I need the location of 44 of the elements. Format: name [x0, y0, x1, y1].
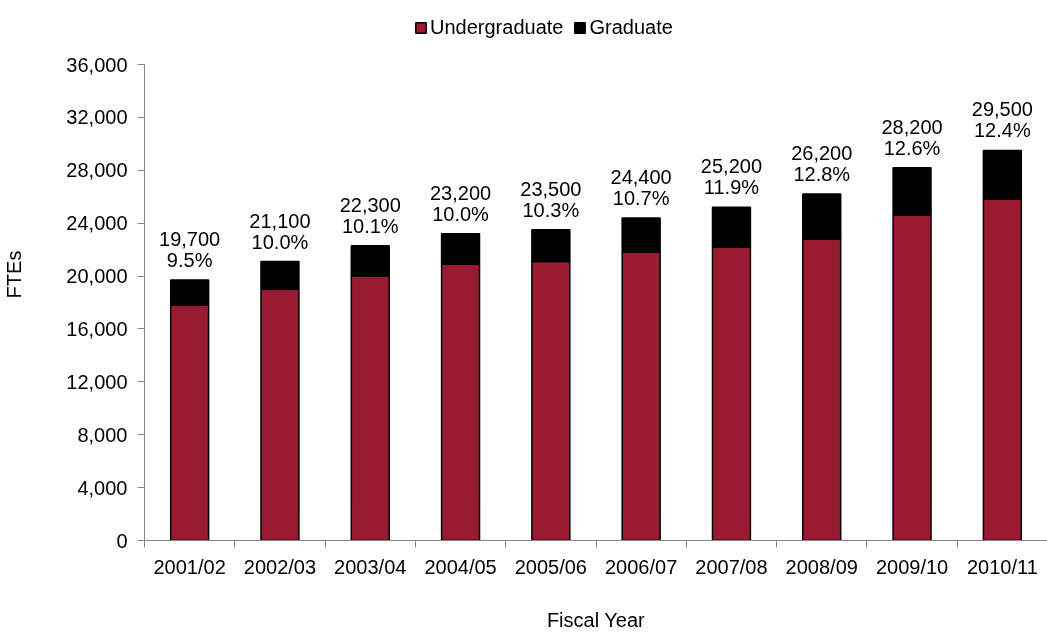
total-label: 19,700: [159, 228, 221, 251]
total-label: 21,100: [249, 209, 311, 232]
x-tick-label: 2008/09: [785, 555, 858, 578]
y-tick-label: 20,000: [66, 265, 128, 288]
x-tick-label: 2002/03: [243, 555, 317, 578]
total-label: 23,500: [520, 177, 582, 200]
y-tick-label: 12,000: [66, 370, 128, 393]
x-tick-label: 2006/07: [605, 555, 678, 578]
annotation: 12.4%: [974, 119, 1031, 142]
y-tick-label: 16,000: [66, 317, 128, 340]
total-label: 26,200: [791, 142, 853, 165]
x-tick-label: 2010/11: [966, 555, 1038, 578]
y-tick-label: 28,000: [66, 159, 128, 182]
annotation: 12.6%: [883, 136, 941, 159]
total-label: 23,200: [429, 181, 492, 204]
x-tick-label: 2003/04: [334, 555, 407, 578]
total-label: 29,500: [971, 98, 1033, 121]
annotation: 10.7%: [612, 186, 670, 209]
total-label: 22,300: [339, 193, 401, 216]
annotation: 12.8%: [793, 163, 851, 186]
x-tick-label: 2007/08: [695, 555, 768, 578]
legend-label: Undergraduate: [430, 16, 564, 39]
annotation: 10.0%: [251, 230, 309, 253]
x-axis-title: Fiscal Year: [546, 608, 646, 631]
total-label: 24,400: [610, 165, 672, 188]
annotation: 11.9%: [703, 176, 760, 199]
x-tick-label: 2004/05: [424, 555, 497, 578]
y-tick-label: 24,000: [66, 212, 128, 235]
y-tick-label: 8,000: [77, 423, 128, 446]
y-tick-label: 0: [116, 529, 128, 552]
annotation: 10.1%: [341, 214, 399, 237]
annotation: 10.0%: [432, 202, 490, 225]
legend-label: Graduate: [589, 16, 673, 39]
y-axis-title: FTEs: [3, 250, 26, 299]
y-tick-label: 32,000: [66, 106, 128, 129]
y-tick-label: 4,000: [77, 476, 128, 499]
x-tick-label: 2009/10: [875, 555, 949, 578]
total-label: 28,200: [881, 115, 943, 138]
x-tick-label: 2001/02: [153, 555, 226, 578]
annotation: 10.3%: [522, 198, 580, 221]
total-label: 25,200: [700, 155, 763, 178]
y-tick-label: 36,000: [66, 53, 128, 76]
x-tick-label: 2005/06: [514, 555, 587, 578]
annotation: 9.5%: [166, 249, 213, 272]
